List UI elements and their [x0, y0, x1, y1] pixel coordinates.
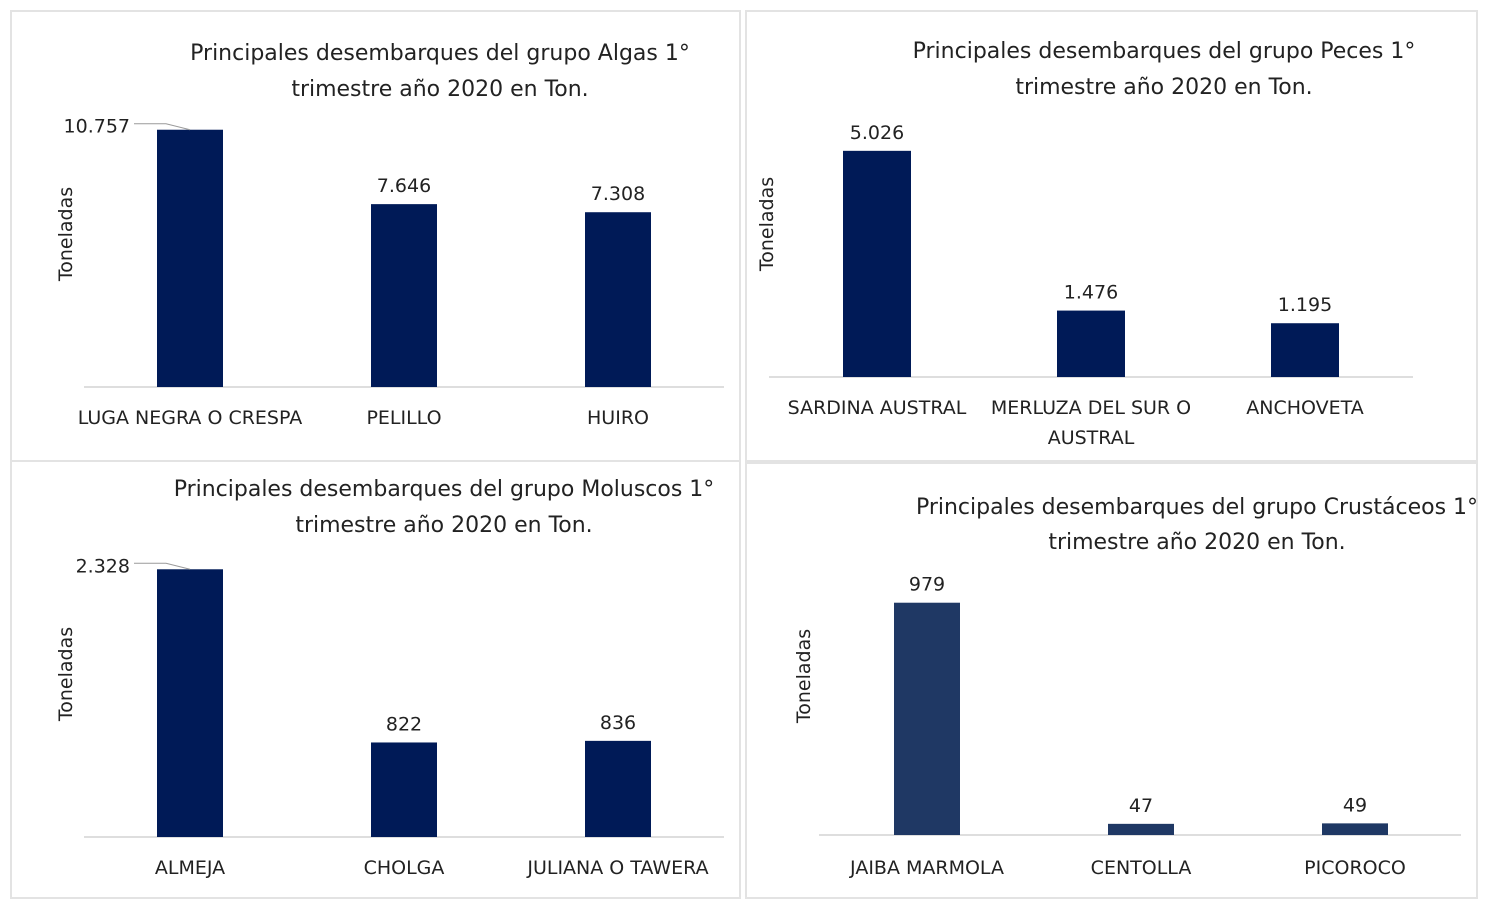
data-label: 979: [909, 574, 945, 596]
category-label: LUGA NEGRA O CRESPA: [78, 407, 302, 429]
chart-title: Principales desembarques del grupo Algas…: [190, 41, 690, 102]
bar: [894, 603, 960, 835]
category-label-line: PELILLO: [366, 407, 441, 429]
chart-title-line: trimestre año 2020 en Ton.: [291, 77, 588, 102]
y-axis-label: Toneladas: [55, 187, 77, 282]
bar: [585, 212, 651, 387]
chart-title-line: trimestre año 2020 en Ton.: [1015, 75, 1312, 100]
bar: [843, 151, 911, 377]
category-label-line: SARDINA AUSTRAL: [788, 397, 967, 419]
category-label: MERLUZA DEL SUR O AUSTRAL: [991, 397, 1191, 449]
category-label: ALMEJA: [155, 857, 225, 879]
data-label-leader-line: [134, 124, 190, 130]
chart-title-line: trimestre año 2020 en Ton.: [1048, 530, 1345, 555]
category-label-line: CHOLGA: [364, 857, 445, 879]
bar: [157, 569, 223, 837]
chart-title-line: Principales desembarques del grupo Algas…: [190, 41, 690, 66]
y-axis-label: Toneladas: [793, 629, 815, 724]
bar: [1271, 323, 1339, 377]
data-label: 49: [1343, 794, 1367, 816]
chart-svg-algas: Principales desembarques del grupo Algas…: [12, 12, 739, 460]
chart-title-line: Principales desembarques del grupo Peces…: [913, 39, 1416, 64]
chart-title-line: Principales desembarques del grupo Molus…: [174, 477, 715, 502]
category-label: JULIANA O TAWERA: [526, 857, 708, 879]
data-label: 7.646: [377, 175, 431, 197]
chart-panel-peces: Principales desembarques del grupo Peces…: [745, 10, 1478, 462]
chart-title-line: trimestre año 2020 en Ton.: [295, 513, 592, 538]
category-label: CENTOLLA: [1091, 857, 1192, 879]
chart-title: Principales desembarques del grupo Molus…: [174, 477, 715, 538]
data-label: 47: [1129, 795, 1153, 817]
data-label: 7.308: [591, 183, 645, 205]
category-label: SARDINA AUSTRAL: [788, 397, 967, 419]
category-label-line: HUIRO: [587, 407, 649, 429]
chart-title-line: Principales desembarques del grupo Crust…: [916, 495, 1476, 520]
category-label-line: AUSTRAL: [1048, 427, 1135, 449]
category-label-line: CENTOLLA: [1091, 857, 1192, 879]
chart-svg-moluscos: Principales desembarques del grupo Molus…: [12, 462, 739, 897]
category-label: PELILLO: [366, 407, 441, 429]
category-label-line: JAIBA MARMOLA: [849, 857, 1004, 879]
data-label: 10.757: [64, 116, 130, 138]
chart-panel-crustaceos: Principales desembarques del grupo Crust…: [745, 462, 1478, 899]
data-label: 5.026: [850, 122, 904, 144]
bar: [1057, 311, 1125, 377]
chart-title: Principales desembarques del grupo Peces…: [913, 39, 1416, 100]
bar: [157, 130, 223, 387]
bar: [1108, 824, 1174, 835]
category-label-line: JULIANA O TAWERA: [526, 857, 708, 879]
chart-panel-moluscos: Principales desembarques del grupo Molus…: [10, 460, 741, 899]
category-label: HUIRO: [587, 407, 649, 429]
category-label-line: ALMEJA: [155, 857, 225, 879]
category-label: PICOROCO: [1304, 857, 1406, 879]
data-label: 836: [600, 712, 636, 734]
category-label: ANCHOVETA: [1246, 397, 1364, 419]
data-label-leader-line: [134, 563, 190, 569]
category-label-line: PICOROCO: [1304, 857, 1406, 879]
chart-panel-algas: Principales desembarques del grupo Algas…: [10, 10, 741, 462]
category-label-line: LUGA NEGRA O CRESPA: [78, 407, 302, 429]
bar: [1322, 823, 1388, 835]
category-label: JAIBA MARMOLA: [849, 857, 1004, 879]
data-label: 1.195: [1278, 294, 1332, 316]
category-label-line: MERLUZA DEL SUR O: [991, 397, 1191, 419]
y-axis-label: Toneladas: [55, 627, 77, 722]
category-label-line: ANCHOVETA: [1246, 397, 1364, 419]
bar: [585, 741, 651, 837]
bar: [371, 204, 437, 387]
category-label: CHOLGA: [364, 857, 445, 879]
chart-svg-peces: Principales desembarques del grupo Peces…: [747, 12, 1476, 460]
y-axis-label: Toneladas: [756, 177, 778, 272]
data-label: 1.476: [1064, 282, 1118, 304]
data-label: 822: [386, 713, 422, 735]
chart-svg-crustaceos: Principales desembarques del grupo Crust…: [747, 464, 1476, 897]
bar: [371, 742, 437, 837]
data-label: 2.328: [76, 555, 130, 577]
chart-title: Principales desembarques del grupo Crust…: [916, 495, 1476, 555]
